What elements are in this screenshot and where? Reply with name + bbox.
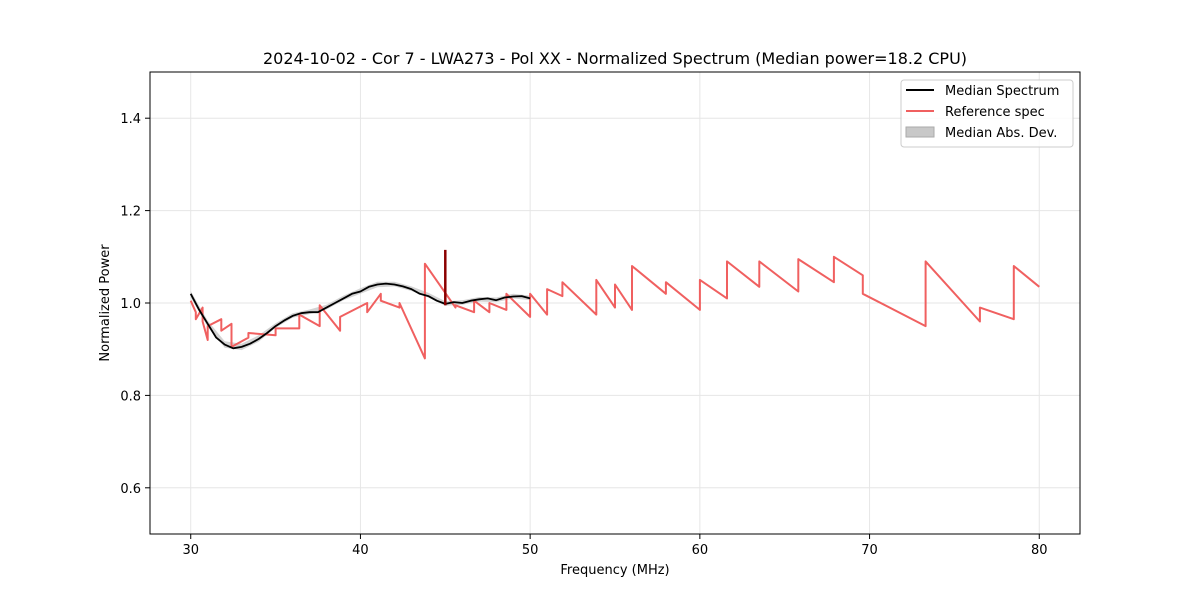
x-tick-label: 50 bbox=[522, 543, 539, 558]
x-tick-label: 30 bbox=[182, 543, 199, 558]
y-tick-label: 1.0 bbox=[120, 297, 141, 312]
legend-label-median: Median Spectrum bbox=[945, 84, 1059, 99]
y-axis-label: Normalized Power bbox=[98, 244, 113, 362]
mad-band-layer bbox=[190, 281, 531, 351]
series-line-reference-spec bbox=[189, 255, 1040, 360]
plot-frame bbox=[149, 71, 1081, 535]
x-tick-label: 40 bbox=[352, 543, 369, 558]
x-tick-label: 60 bbox=[692, 543, 709, 558]
chart-title: 2024-10-02 - Cor 7 - LWA273 - Pol XX - N… bbox=[263, 49, 967, 68]
legend-label-reference: Reference spec bbox=[945, 105, 1045, 120]
legend-box bbox=[900, 79, 1074, 148]
tick-layer: 30 40 50 60 70 80 0.6 0.8 1.0 1.2 1.4 bbox=[120, 112, 1047, 558]
y-tick-label: 1.2 bbox=[120, 205, 141, 220]
series-line-median-spectrum bbox=[189, 282, 531, 350]
legend-label-mad: Median Abs. Dev. bbox=[945, 126, 1057, 141]
series-layer bbox=[189, 249, 1040, 360]
legend-swatch-mad bbox=[905, 126, 935, 138]
x-axis-label: Frequency (MHz) bbox=[560, 563, 669, 578]
legend: Median Spectrum Reference spec Median Ab… bbox=[900, 79, 1074, 148]
mad-band bbox=[190, 281, 531, 351]
y-tick-label: 0.8 bbox=[120, 389, 141, 404]
x-tick-label: 80 bbox=[1031, 543, 1048, 558]
y-tick-label: 0.6 bbox=[120, 482, 141, 497]
x-tick-label: 70 bbox=[861, 543, 878, 558]
y-tick-label: 1.4 bbox=[120, 112, 141, 127]
